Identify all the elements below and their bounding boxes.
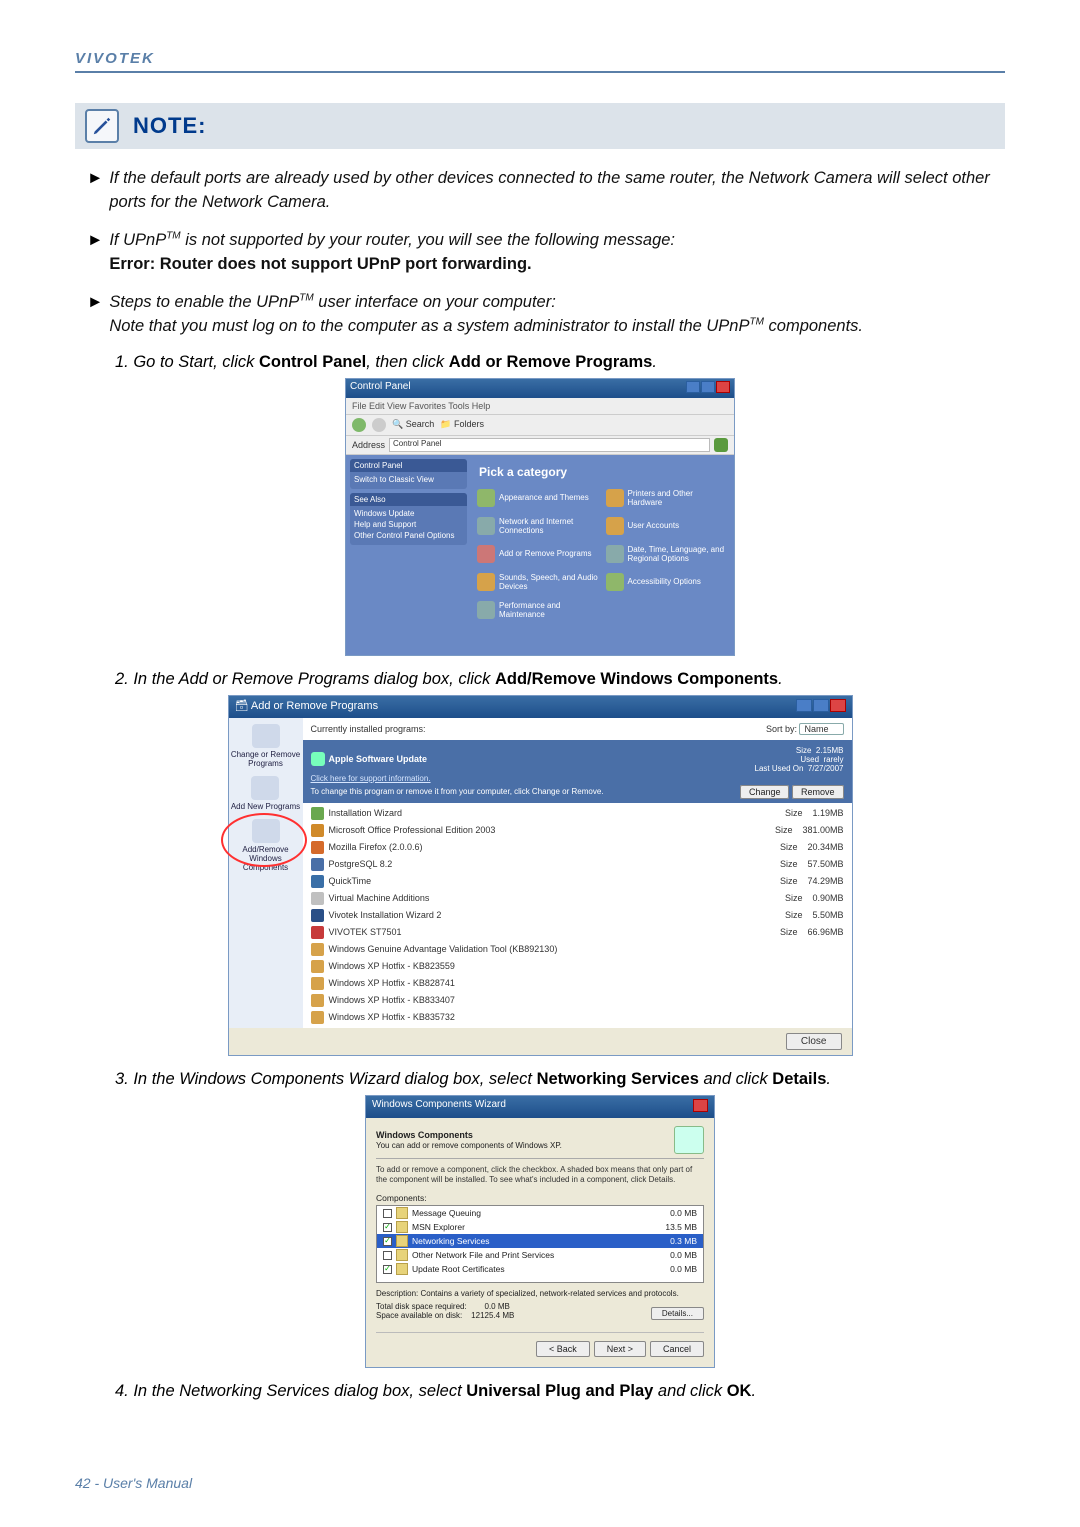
fwd-icon[interactable] <box>372 418 386 432</box>
bullet-1: ► If the default ports are already used … <box>87 167 1005 215</box>
table-row[interactable]: Mozilla Firefox (2.0.0.6)Size20.34MB <box>303 839 852 856</box>
table-row[interactable]: Windows XP Hotfix - KB828741 <box>303 975 852 992</box>
cp-toolbar[interactable]: 🔍 Search 📁 Folders <box>346 415 734 436</box>
arp-title: 🗃 Add or Remove Programs <box>235 699 379 715</box>
back-icon[interactable] <box>352 418 366 432</box>
list-item[interactable]: ✓Networking Services0.3 MB <box>377 1234 703 1248</box>
arp-selected-program[interactable]: Apple Software Update Size 2.15MB Used r… <box>303 740 852 803</box>
step-3: 3. In the Windows Components Wizard dial… <box>115 1070 1005 1089</box>
note-label: NOTE: <box>133 113 206 139</box>
page-header: VIVOTEK <box>75 50 1005 73</box>
cancel-button[interactable]: Cancel <box>650 1341 704 1357</box>
components-list[interactable]: Message Queuing0.0 MB✓MSN Explorer13.5 M… <box>376 1205 704 1283</box>
table-row[interactable]: PostgreSQL 8.2Size57.50MB <box>303 856 852 873</box>
table-row[interactable]: Installation WizardSize1.19MB <box>303 805 852 822</box>
details-button[interactable]: Details... <box>651 1307 704 1320</box>
table-row[interactable]: Microsoft Office Professional Edition 20… <box>303 822 852 839</box>
window-buttons[interactable] <box>795 699 846 715</box>
nav-change-remove[interactable]: Change or Remove Programs <box>231 724 301 768</box>
list-item[interactable]: Other Network File and Print Services0.0… <box>377 1248 703 1262</box>
next-button[interactable]: Next > <box>594 1341 646 1357</box>
step-2: 2. In the Add or Remove Programs dialog … <box>115 670 1005 689</box>
component-icon <box>674 1126 704 1154</box>
wcw-description: Description: Contains a variety of speci… <box>376 1289 704 1298</box>
arp-program-list: Installation WizardSize1.19MBMicrosoft O… <box>303 803 852 1028</box>
address-label: Address <box>352 440 385 450</box>
list-item[interactable]: Message Queuing0.0 MB <box>377 1206 703 1220</box>
step-4: 4. In the Networking Services dialog box… <box>115 1382 1005 1401</box>
support-link[interactable]: Click here for support information. <box>311 774 431 783</box>
page-footer: 42 - User's Manual <box>75 1475 192 1491</box>
step-1: 1. Go to Start, click Control Panel, the… <box>115 353 1005 372</box>
sort-select[interactable]: Name <box>799 723 843 735</box>
note-bar: NOTE: <box>75 103 1005 149</box>
help-support-link[interactable]: Help and Support <box>354 520 463 529</box>
list-item[interactable]: ✓MSN Explorer13.5 MB <box>377 1220 703 1234</box>
window-buttons[interactable] <box>685 381 730 396</box>
add-remove-programs-window: 🗃 Add or Remove Programs Change or Remov… <box>228 695 853 1056</box>
table-row[interactable]: QuickTimeSize74.29MB <box>303 873 852 890</box>
wcw-title: Windows Components Wizard <box>372 1099 506 1115</box>
remove-button[interactable]: Remove <box>792 785 844 799</box>
cp-side-box-1: Control Panel Switch to Classic View <box>350 459 467 489</box>
cp-menu[interactable]: File Edit View Favorites Tools Help <box>346 398 734 415</box>
arp-header: Currently installed programs: <box>311 724 426 734</box>
cp-side-box-2: See Also Windows Update Help and Support… <box>350 493 467 545</box>
table-row[interactable]: Virtual Machine AdditionsSize0.90MB <box>303 890 852 907</box>
control-panel-window: Control Panel File Edit View Favorites T… <box>345 378 735 656</box>
cat-printers[interactable]: Printers and Other Hardware <box>606 489 729 507</box>
cat-users[interactable]: User Accounts <box>606 517 729 535</box>
search-icon[interactable]: 🔍 Search <box>392 419 434 430</box>
table-row[interactable]: VIVOTEK ST7501Size66.96MB <box>303 924 852 941</box>
cp-title: Control Panel <box>350 381 411 396</box>
nav-windows-components[interactable]: Add/Remove Windows Components <box>231 819 301 872</box>
other-options-link[interactable]: Other Control Panel Options <box>354 531 463 540</box>
table-row[interactable]: Vivotek Installation Wizard 2Size5.50MB <box>303 907 852 924</box>
wcw-heading: Windows Components <box>376 1130 473 1140</box>
bullet-3: ► Steps to enable the UPnPTM user interf… <box>87 291 1005 339</box>
table-row[interactable]: Windows XP Hotfix - KB835732 <box>303 1009 852 1026</box>
wcw-note: To add or remove a component, click the … <box>376 1165 704 1186</box>
address-field[interactable]: Control Panel <box>389 438 710 452</box>
cat-appearance[interactable]: Appearance and Themes <box>477 489 600 507</box>
go-button[interactable] <box>714 438 728 452</box>
components-label: Components: <box>376 1193 704 1203</box>
table-row[interactable]: Windows Genuine Advantage Validation Too… <box>303 941 852 958</box>
folders-icon[interactable]: 📁 Folders <box>440 419 484 430</box>
cat-network[interactable]: Network and Internet Connections <box>477 517 600 535</box>
windows-components-wizard: Windows Components Wizard Windows Compon… <box>365 1095 715 1369</box>
window-buttons[interactable] <box>693 1099 708 1115</box>
nav-add-new[interactable]: Add New Programs <box>231 776 300 811</box>
list-item[interactable]: ✓Update Root Certificates0.0 MB <box>377 1262 703 1276</box>
cat-add-remove[interactable]: Add or Remove Programs <box>477 545 600 563</box>
pick-category-title: Pick a category <box>479 465 728 479</box>
bullet-2: ► If UPnPTM is not supported by your rou… <box>87 229 1005 277</box>
windows-update-link[interactable]: Windows Update <box>354 509 463 518</box>
cat-performance[interactable]: Performance and Maintenance <box>477 601 600 619</box>
cat-accessibility[interactable]: Accessibility Options <box>606 573 729 591</box>
table-row[interactable]: Windows XP Hotfix - KB823559 <box>303 958 852 975</box>
pencil-icon <box>85 109 119 143</box>
close-button[interactable]: Close <box>786 1033 842 1050</box>
cat-sounds[interactable]: Sounds, Speech, and Audio Devices <box>477 573 600 591</box>
back-button[interactable]: < Back <box>536 1341 590 1357</box>
cat-date[interactable]: Date, Time, Language, and Regional Optio… <box>606 545 729 563</box>
apple-icon <box>311 752 325 766</box>
switch-classic-link[interactable]: Switch to Classic View <box>354 475 463 484</box>
change-button[interactable]: Change <box>740 785 790 799</box>
table-row[interactable]: Windows XP Hotfix - KB833407 <box>303 992 852 1009</box>
